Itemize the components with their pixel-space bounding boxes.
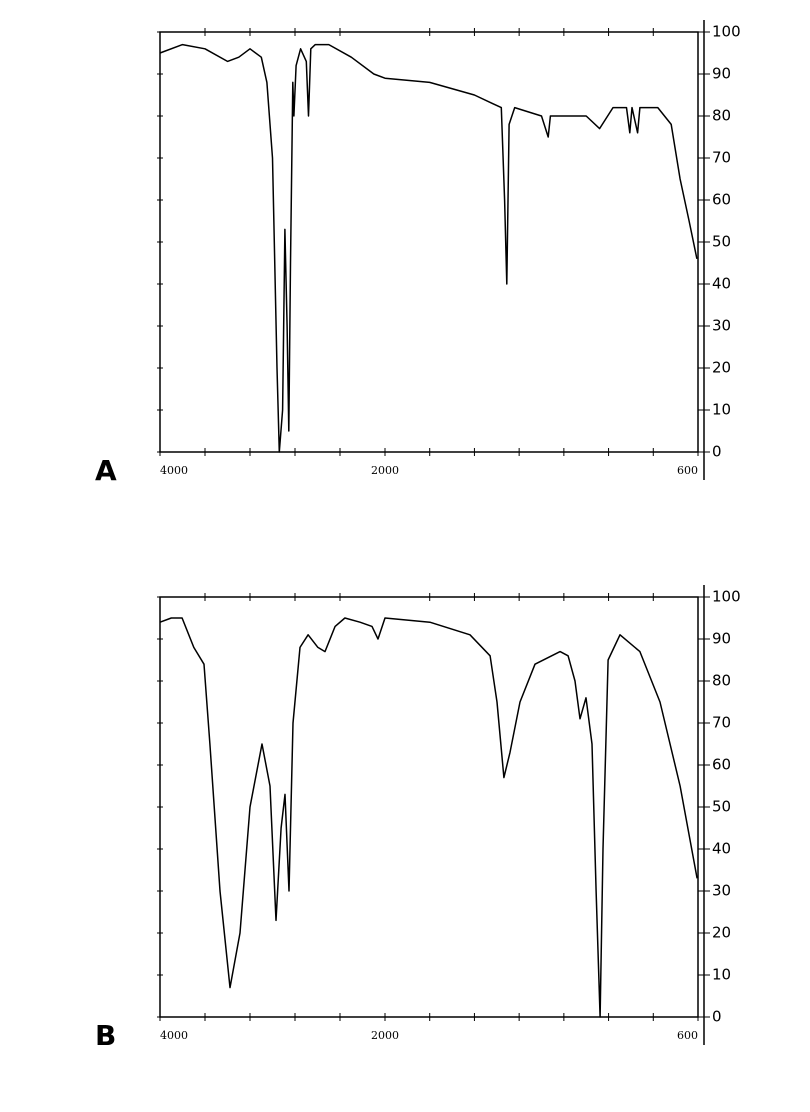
y-tick-label: 0 [712, 443, 722, 461]
x-tick-label: 600 [677, 1029, 698, 1042]
y-tick-label: 80 [712, 107, 731, 125]
panel-label: A [95, 454, 117, 487]
y-tick-label: 10 [712, 966, 731, 984]
x-tick-label: 2000 [371, 464, 399, 477]
spectrum-line [159, 617, 698, 1018]
panel-label: B [95, 1019, 116, 1052]
y-tick-label: 20 [712, 359, 731, 377]
spectrum-line [159, 43, 698, 453]
y-tick-label: 100 [712, 23, 741, 41]
x-tick-label: 2000 [371, 1029, 399, 1042]
y-tick-label: 80 [712, 672, 731, 690]
y-tick-label: 90 [712, 65, 731, 83]
y-tick-label: 70 [712, 149, 731, 167]
y-tick-label: 40 [712, 275, 731, 293]
y-tick-label: 40 [712, 840, 731, 858]
y-tick-label: 90 [712, 630, 731, 648]
x-tick-label: 4000 [160, 1029, 188, 1042]
y-tick-label: 60 [712, 756, 731, 774]
y-tick-label: 50 [712, 798, 731, 816]
plot-frame [159, 596, 699, 1018]
x-tick-label: 4000 [160, 464, 188, 477]
plot-frame [159, 31, 699, 453]
y-tick-label: 70 [712, 714, 731, 732]
y-tick-label: 100 [712, 588, 741, 606]
y-tick-label: 0 [712, 1008, 722, 1026]
y-tick-label: 50 [712, 233, 731, 251]
y-tick-label: 30 [712, 882, 731, 900]
y-tick-label: 30 [712, 317, 731, 335]
x-tick-label: 600 [677, 464, 698, 477]
y-tick-label: 60 [712, 191, 731, 209]
y-tick-label: 10 [712, 401, 731, 419]
y-tick-label: 20 [712, 924, 731, 942]
